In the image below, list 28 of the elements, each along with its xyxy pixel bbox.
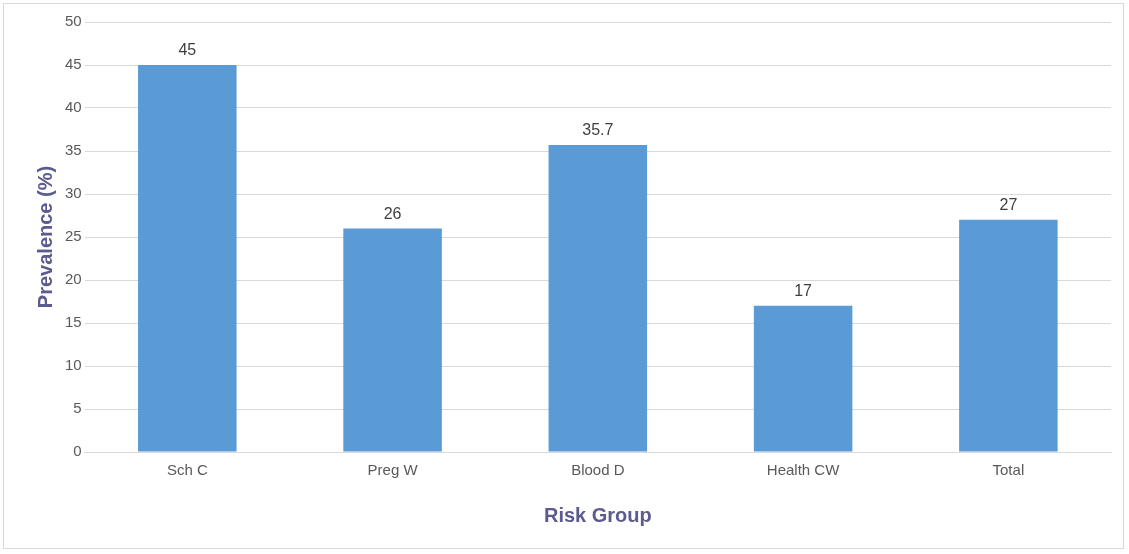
bar [138, 65, 237, 452]
bar [959, 219, 1058, 452]
y-tick-label: 5 [73, 399, 82, 417]
data-label: 45 [178, 41, 197, 59]
y-tick-label: 50 [65, 12, 82, 30]
data-label: 35.7 [582, 121, 614, 139]
x-axis-title: Risk Group [543, 503, 652, 526]
y-tick-label: 45 [65, 55, 82, 73]
y-tick-label: 0 [73, 442, 82, 460]
y-tick-label: 30 [65, 184, 82, 202]
x-tick-label: Blood D [571, 461, 625, 479]
data-label: 17 [794, 282, 813, 300]
x-tick-label: Sch C [166, 461, 208, 479]
bar [753, 305, 853, 452]
y-tick-label: 35 [65, 141, 82, 159]
bar [548, 144, 648, 452]
x-tick-label: Preg W [367, 461, 419, 479]
y-tick-label: 40 [65, 98, 82, 116]
y-tick-label: 20 [65, 270, 82, 288]
y-tick-label: 25 [65, 227, 82, 245]
y-tick-label: 15 [65, 313, 82, 331]
x-tick-label: Total [992, 461, 1025, 479]
y-axis-title: Prevalence (%) [33, 165, 56, 309]
x-tick-label: Health CW [766, 461, 841, 479]
bar [343, 228, 442, 452]
data-label: 27 [999, 196, 1018, 214]
data-label: 26 [383, 204, 402, 222]
y-tick-label: 10 [65, 356, 82, 374]
